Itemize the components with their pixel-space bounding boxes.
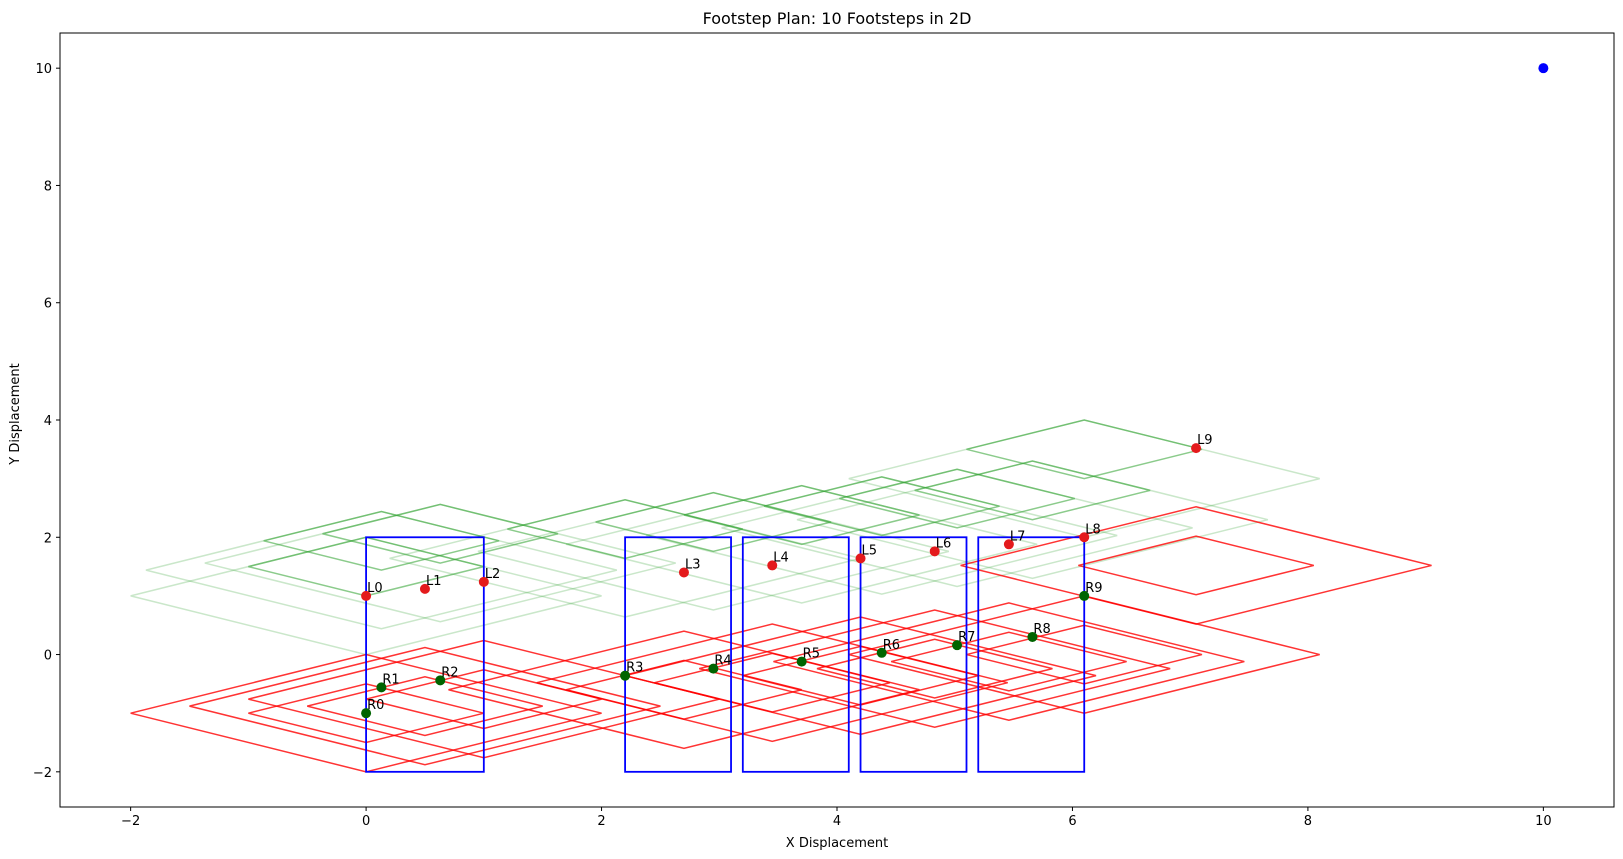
y-tick-label: −2 — [33, 766, 52, 781]
right-reach-region-inner — [966, 624, 1203, 685]
left-step-label-L6: L6 — [936, 536, 952, 551]
right-step-point-R2 — [435, 675, 446, 686]
right-reach-region-outer — [773, 602, 1245, 721]
safe-region-4 — [977, 536, 1086, 773]
right-reach-region-outer — [130, 653, 602, 773]
right-step-label-R7: R7 — [958, 630, 975, 645]
right-reach-region-outer — [624, 616, 1097, 736]
right-step-label-R3: R3 — [626, 661, 643, 676]
right-reach-region-outer — [189, 646, 661, 766]
right-step-label-R0: R0 — [367, 698, 384, 713]
left-reach-region-inner — [595, 491, 832, 553]
left-step-point-L1 — [419, 583, 430, 594]
x-tick-label: −2 — [121, 814, 140, 829]
right-step-point-R4 — [708, 663, 719, 674]
left-reach-region-inner — [322, 503, 559, 564]
left-step-point-L5 — [855, 553, 866, 564]
left-step-label-L1: L1 — [426, 574, 442, 589]
right-reach-region-inner — [1078, 535, 1314, 596]
y-axis-label: Y Displacement — [8, 363, 23, 465]
left-reach-region-inner — [683, 484, 920, 546]
right-step-label-R4: R4 — [714, 654, 731, 669]
x-axis-label: X Displacement — [786, 836, 888, 851]
left-step-label-L7: L7 — [1010, 529, 1026, 544]
right-step-point-R5 — [796, 656, 807, 667]
left-step-point-L7 — [1003, 539, 1014, 550]
left-step-point-L9 — [1191, 443, 1202, 454]
left-step-label-L0: L0 — [367, 581, 383, 596]
left-step-label-L3: L3 — [685, 557, 701, 572]
left-reach-region-inner — [763, 476, 1000, 537]
left-reach-region-inner — [966, 419, 1203, 480]
y-tick-label: 10 — [35, 62, 52, 77]
left-step-label-L9: L9 — [1197, 433, 1213, 448]
right-reach-region-outer — [960, 506, 1432, 625]
right-step-point-R9 — [1079, 590, 1090, 601]
left-step-point-L4 — [767, 560, 778, 571]
right-step-label-R2: R2 — [441, 665, 458, 680]
safe-region-1 — [624, 536, 732, 773]
left-step-point-L8 — [1079, 532, 1090, 543]
x-tick-label: 10 — [1535, 814, 1552, 829]
y-tick-label: 2 — [44, 531, 52, 546]
x-tick-label: 0 — [362, 814, 370, 829]
right-reach-region-outer — [699, 609, 1171, 729]
left-step-label-L2: L2 — [485, 567, 501, 582]
y-tick-label: 6 — [44, 297, 52, 312]
right-step-point-R7 — [952, 640, 963, 651]
right-reach-region-inner — [890, 631, 1127, 692]
left-reach-region-inner — [839, 468, 1075, 529]
left-reach-region-inner — [263, 510, 500, 571]
right-step-label-R6: R6 — [883, 638, 900, 653]
left-step-point-L6 — [929, 546, 940, 557]
x-tick-label: 4 — [833, 814, 841, 829]
chart-title: Footstep Plan: 10 Footsteps in 2D — [703, 9, 972, 28]
safe-region-0 — [365, 536, 485, 773]
axes-layer: −2 0 2 4 6 8 10 −2 0 2 4 6 8 10 — [33, 32, 1615, 829]
left-step-point-L2 — [478, 576, 489, 587]
right-step-point-R6 — [876, 647, 887, 658]
x-tick-label: 2 — [597, 814, 605, 829]
right-step-point-R0 — [361, 708, 372, 719]
right-reach-region-inner — [816, 638, 1053, 699]
safe-region-2 — [741, 536, 850, 773]
y-tick-label: 8 — [44, 179, 52, 194]
left-step-point-L0 — [361, 590, 372, 601]
left-step-label-L5: L5 — [862, 543, 878, 558]
left-reach-region-inner — [914, 460, 1151, 521]
right-step-label-R1: R1 — [382, 672, 399, 687]
x-tick-label: 6 — [1068, 814, 1076, 829]
footstep-labels-layer: L0 L1 L2 L3 L4 L5 L6 L7 L8 L9 R0 R1 R2 R3 R4 R5 R6 R7 R8 R9 — [367, 433, 1212, 713]
left-step-label-L4: L4 — [773, 550, 789, 565]
left-step-point-L3 — [678, 567, 689, 578]
right-step-label-R8: R8 — [1033, 622, 1050, 637]
right-step-label-R5: R5 — [803, 647, 820, 662]
left-step-label-L8: L8 — [1085, 522, 1101, 537]
goal-point — [1538, 63, 1549, 74]
x-tick-label: 8 — [1304, 814, 1312, 829]
right-step-point-R8 — [1027, 631, 1038, 642]
safe-region-3 — [859, 536, 968, 773]
y-tick-label: 0 — [44, 649, 52, 664]
reachable-regions-layer — [130, 419, 1432, 773]
y-tick-label: 4 — [44, 414, 52, 429]
safe-regions-layer — [365, 536, 1086, 773]
right-reach-region-outer — [536, 623, 1008, 743]
right-step-point-R3 — [620, 670, 631, 681]
footstep-points-layer — [361, 63, 1549, 719]
right-step-label-R9: R9 — [1085, 581, 1102, 596]
right-reach-region-outer — [848, 595, 1320, 714]
right-step-point-R1 — [376, 682, 387, 693]
